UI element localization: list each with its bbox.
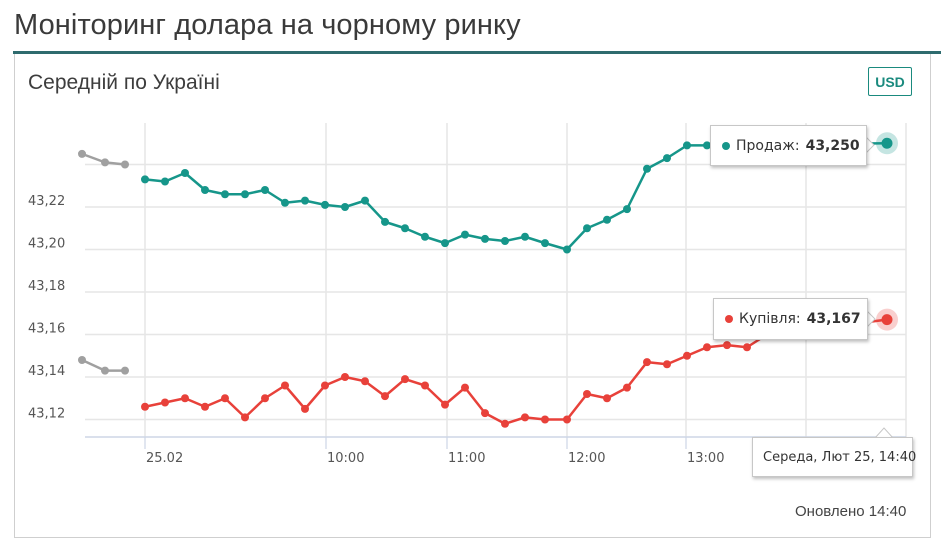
y-tick-label: 43,22 [28,194,65,209]
data-point[interactable] [281,381,289,390]
data-point[interactable] [121,160,129,169]
data-point[interactable] [361,377,369,386]
card-title: Середній по Україні [28,71,220,94]
data-point[interactable] [341,203,349,211]
date-tooltip: Середа, Лют 25, 14:40 [752,437,917,477]
data-point[interactable] [121,366,129,375]
sell-label: Продаж: [736,137,800,154]
data-point[interactable] [563,245,571,254]
data-point[interactable] [643,358,651,367]
title-underline [13,51,941,54]
data-point[interactable] [683,141,691,150]
data-point[interactable] [78,356,86,364]
buy-label: Купівля: [739,311,801,327]
data-point[interactable] [361,196,369,205]
data-point[interactable] [743,343,751,352]
data-point[interactable] [441,400,449,409]
y-tick-label: 43,16 [28,322,65,337]
data-point[interactable] [501,237,509,245]
data-point[interactable] [663,154,671,163]
data-point[interactable] [623,205,631,214]
data-point[interactable] [421,232,429,241]
data-point[interactable] [401,375,409,384]
data-point[interactable] [381,392,389,401]
data-point[interactable] [281,198,289,207]
data-point[interactable] [101,158,109,167]
data-point[interactable] [201,402,209,411]
data-point[interactable] [683,351,691,360]
data-point[interactable] [723,341,731,350]
data-point[interactable] [321,200,329,209]
highlight-point[interactable] [881,137,893,149]
data-point[interactable] [241,190,249,199]
x-tick-label: 10:00 [327,451,364,466]
page-title: Моніторинг долара на чорному ринку [14,9,521,41]
buy-tooltip: Купівля: 43,167 [713,298,868,340]
data-point[interactable] [341,373,349,381]
data-point[interactable] [161,398,169,407]
data-point[interactable] [101,366,109,375]
x-tick-label: 12:00 [568,451,605,466]
buy-dot-icon [725,315,733,323]
data-point[interactable] [603,394,611,403]
data-point[interactable] [583,224,591,233]
date-tooltip-text: Середа, Лют 25, 14:40 [763,449,917,465]
data-point[interactable] [583,390,591,398]
data-point[interactable] [261,186,269,194]
updated-label: Оновлено 14:40 [795,503,907,520]
data-point[interactable] [301,404,309,413]
y-tick-label: 43,12 [28,407,65,422]
data-point[interactable] [521,232,529,241]
data-point[interactable] [501,419,509,428]
data-point[interactable] [241,413,249,422]
sell-dot-icon [722,141,730,150]
data-point[interactable] [321,381,329,390]
data-point[interactable] [141,175,149,184]
data-point[interactable] [181,394,189,403]
data-point[interactable] [461,383,469,392]
data-point[interactable] [703,343,711,352]
sell-tooltip: Продаж: 43,250 [710,125,867,166]
data-point[interactable] [261,394,269,403]
data-point[interactable] [481,409,489,418]
y-tick-label: 43,18 [28,279,65,294]
x-tick-label: 13:00 [687,451,724,466]
sell-value: 43,250 [805,137,860,154]
data-point[interactable] [703,141,711,150]
data-point[interactable] [78,149,86,158]
y-tick-label: 43,20 [28,237,65,252]
data-point[interactable] [161,177,169,186]
x-tick-label: 25.02 [146,451,183,466]
data-point[interactable] [643,164,651,173]
data-point[interactable] [381,217,389,226]
data-point[interactable] [563,415,571,424]
data-point[interactable] [221,190,229,199]
data-point[interactable] [141,402,149,411]
data-point[interactable] [541,239,549,248]
data-point[interactable] [521,413,529,422]
data-point[interactable] [401,224,409,233]
data-point[interactable] [201,186,209,194]
data-point[interactable] [623,383,631,392]
y-tick-label: 43,14 [28,364,65,379]
data-point[interactable] [603,215,611,224]
data-point[interactable] [461,230,469,239]
data-point[interactable] [181,169,189,177]
buy-value: 43,167 [806,311,861,327]
data-point[interactable] [301,196,309,205]
x-tick-label: 11:00 [448,451,485,466]
data-point[interactable] [421,381,429,390]
highlight-point[interactable] [881,314,893,326]
data-point[interactable] [221,394,229,403]
data-point[interactable] [663,360,671,369]
data-point[interactable] [481,234,489,243]
data-point[interactable] [541,415,549,424]
data-point[interactable] [441,239,449,248]
currency-button[interactable]: USD [868,67,912,96]
